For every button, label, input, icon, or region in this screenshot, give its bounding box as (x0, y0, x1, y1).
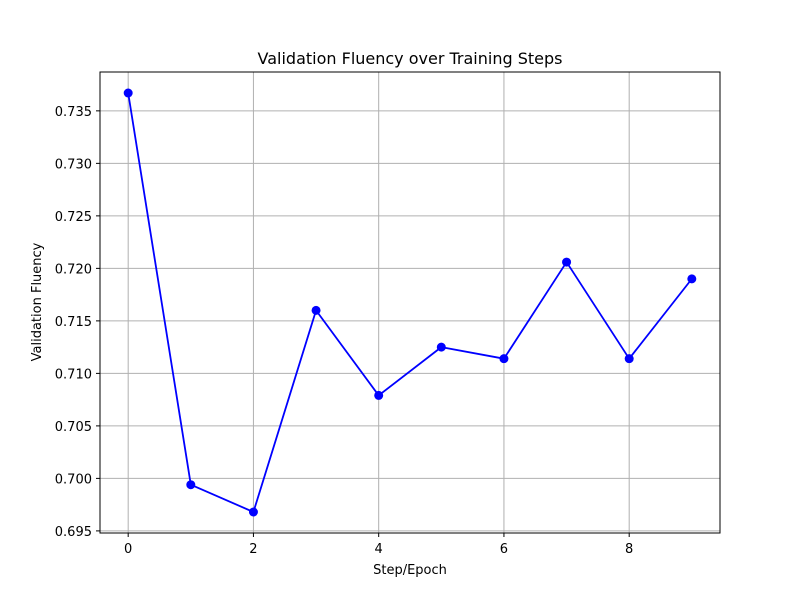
y-tick-label: 0.700 (55, 472, 92, 487)
y-tick-label: 0.730 (55, 157, 92, 172)
data-point (562, 257, 572, 267)
y-tick-label: 0.735 (55, 105, 92, 120)
data-point (248, 507, 258, 517)
y-tick-label: 0.725 (55, 210, 92, 225)
x-tick-label: 4 (375, 542, 383, 557)
x-tick-label: 0 (124, 542, 132, 557)
chart-title: Validation Fluency over Training Steps (258, 49, 563, 68)
y-tick-label: 0.695 (55, 525, 92, 540)
data-point (123, 88, 133, 98)
y-axis-ticks: 0.695 0.700 0.705 0.710 0.715 0.720 0.725 0.730… (55, 105, 100, 540)
data-point (499, 354, 509, 364)
series-line (127, 92, 693, 513)
series-layer (123, 88, 697, 517)
data-point (374, 390, 384, 400)
x-tick-label: 2 (249, 542, 257, 557)
x-tick-label: 6 (500, 542, 508, 557)
y-axis-label: Validation Fluency (30, 242, 45, 361)
data-point (311, 305, 321, 315)
x-tick-label: 8 (625, 542, 633, 557)
x-axis-label: Step/Epoch (373, 563, 447, 578)
grid-lines (100, 72, 720, 533)
x-axis-ticks: 0 2 4 6 8 (124, 533, 633, 557)
data-point (687, 274, 697, 284)
y-tick-label: 0.720 (55, 262, 92, 277)
data-point (436, 342, 446, 352)
y-tick-label: 0.715 (55, 315, 92, 330)
data-point (186, 480, 196, 490)
y-tick-label: 0.710 (55, 367, 92, 382)
data-point (624, 354, 634, 364)
y-tick-label: 0.705 (55, 420, 92, 435)
plot-frame (99, 71, 721, 534)
